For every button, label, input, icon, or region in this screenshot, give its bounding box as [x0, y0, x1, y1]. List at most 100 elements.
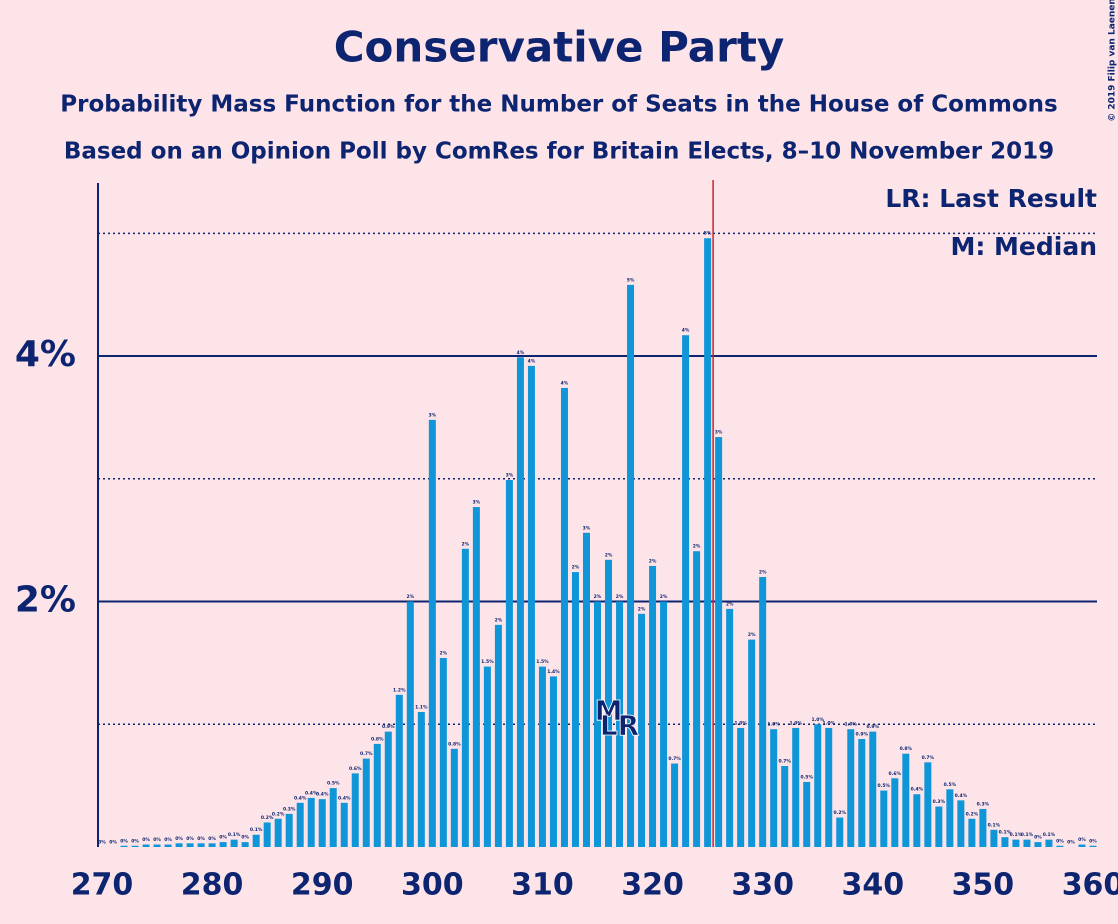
- bar: [836, 817, 844, 847]
- x-tick-label: 270: [71, 868, 134, 903]
- value-label: 2%: [605, 552, 613, 558]
- bar: [869, 731, 877, 847]
- x-tick-label: 350: [952, 868, 1015, 903]
- value-label: 2%: [616, 594, 624, 600]
- bar: [318, 799, 326, 847]
- bar: [638, 613, 646, 847]
- value-label: 0%: [186, 836, 194, 842]
- value-label: 0.3%: [933, 799, 946, 805]
- value-label: 0.8%: [900, 746, 913, 752]
- annotation: M: [595, 694, 623, 727]
- y-tick-label: 2%: [15, 580, 76, 621]
- value-label: 0.9%: [856, 731, 869, 737]
- bar: [164, 844, 172, 847]
- bar: [439, 657, 447, 847]
- value-label: 2%: [594, 594, 602, 600]
- value-label: 0%: [98, 840, 106, 846]
- value-label: 3%: [583, 525, 591, 531]
- bar: [549, 676, 557, 847]
- value-label: 2%: [748, 632, 756, 638]
- value-label: 0.4%: [955, 793, 968, 799]
- bar: [616, 601, 624, 847]
- value-label: 4%: [528, 358, 536, 364]
- value-label: 2%: [660, 594, 668, 600]
- value-label: 0.5%: [800, 774, 813, 780]
- bar: [1078, 844, 1086, 847]
- bar: [428, 419, 436, 847]
- value-label: 2%: [440, 650, 448, 656]
- value-label: 0%: [164, 837, 172, 843]
- x-tick-label: 280: [181, 868, 244, 903]
- bar: [406, 601, 414, 847]
- bar: [990, 829, 998, 847]
- bar: [924, 762, 932, 847]
- bar: [759, 576, 767, 847]
- bar: [384, 731, 392, 847]
- value-label: 0.2%: [272, 811, 285, 817]
- subtitle: Based on an Opinion Poll by ComRes for B…: [64, 139, 1054, 165]
- bar: [979, 808, 987, 847]
- value-label: 0.1%: [250, 827, 263, 833]
- x-tick-label: 330: [731, 868, 794, 903]
- bar: [186, 843, 194, 847]
- value-label: 0%: [175, 836, 183, 842]
- bar: [483, 666, 491, 847]
- value-label: 0.1%: [1010, 832, 1023, 838]
- value-label: 0%: [109, 840, 117, 846]
- value-label: 0.1%: [1043, 832, 1056, 838]
- bar: [704, 238, 712, 847]
- bar: [120, 845, 128, 847]
- legend-entry: M: Median: [950, 232, 1097, 261]
- chart-title: Conservative Party: [334, 23, 785, 72]
- value-label: 2%: [495, 617, 503, 623]
- bar: [935, 806, 943, 847]
- value-label: 2%: [649, 558, 657, 564]
- bar: [373, 743, 381, 847]
- x-tick-label: 290: [291, 868, 354, 903]
- bar: [252, 834, 260, 847]
- value-label: 0%: [208, 836, 216, 842]
- bar: [781, 765, 789, 847]
- bar: [340, 802, 348, 847]
- value-label: 0.4%: [911, 787, 924, 793]
- bar: [671, 763, 679, 847]
- y-tick-label: 4%: [15, 334, 76, 375]
- bar: [737, 727, 745, 847]
- value-label: 0.2%: [834, 810, 847, 816]
- bar: [770, 729, 778, 847]
- bar: [263, 822, 271, 847]
- value-label: 0.5%: [878, 783, 891, 789]
- value-label: 0.5%: [327, 781, 340, 787]
- bar: [880, 790, 888, 847]
- value-label: 0.1%: [228, 832, 241, 838]
- value-label: 0.3%: [977, 801, 990, 807]
- bar: [417, 711, 425, 847]
- value-label: 5%: [627, 277, 635, 283]
- annotation: LR: [600, 709, 639, 742]
- value-label: 0%: [197, 836, 205, 842]
- bar: [527, 365, 535, 847]
- bar: [693, 551, 701, 847]
- bar: [351, 773, 359, 847]
- value-label: 2%: [462, 541, 470, 547]
- x-tick-label: 360: [1062, 868, 1118, 903]
- legend-entry: LR: Last Result: [885, 184, 1097, 213]
- value-label: 2%: [693, 544, 701, 550]
- bar: [450, 748, 458, 847]
- value-label: 0.5%: [944, 782, 957, 788]
- value-label: 0.1%: [988, 822, 1001, 828]
- bar: [946, 789, 954, 847]
- value-label: 0.7%: [778, 758, 791, 764]
- bar: [1045, 839, 1053, 847]
- value-label: 4%: [561, 380, 569, 386]
- value-label: 0%: [153, 837, 161, 843]
- x-tick-label: 300: [401, 868, 464, 903]
- value-label: 3%: [715, 430, 723, 436]
- value-label: 0.4%: [338, 795, 351, 801]
- bar: [241, 842, 249, 847]
- bar: [197, 843, 205, 847]
- bar: [891, 778, 899, 847]
- value-label: 0.9%: [382, 724, 395, 730]
